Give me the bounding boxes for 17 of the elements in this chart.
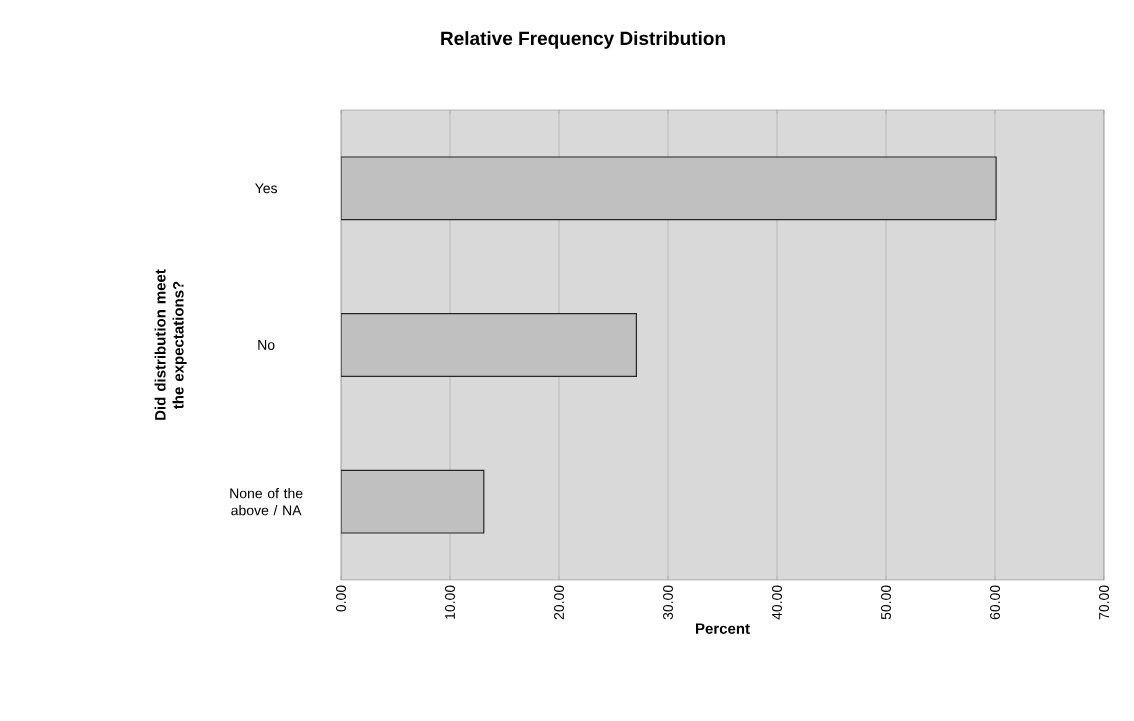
bar [341, 156, 997, 221]
y-tick-label: None of the above / NA [230, 488, 303, 516]
x-tick-label: 10.00 [445, 585, 455, 619]
bar [341, 313, 637, 377]
x-tick-label: 0.00 [336, 585, 346, 612]
x-tick-label: 40.00 [772, 585, 782, 620]
x-tick-label: 20.00 [554, 585, 564, 620]
y-axis-title: Did distribution meet the expectations? [154, 269, 187, 420]
x-axis-title: Percent [695, 623, 750, 634]
y-tick-label: No [258, 340, 275, 350]
x-tick-label: 60.00 [990, 585, 1000, 620]
x-tick-label: 30.00 [663, 585, 673, 620]
x-tick-label: 50.00 [881, 585, 891, 620]
y-tick-label: Yes [255, 183, 278, 194]
bar [341, 469, 485, 534]
chart-title: Relative Frequency Distribution [441, 31, 725, 49]
x-tick-label: 70.00 [1099, 585, 1109, 620]
